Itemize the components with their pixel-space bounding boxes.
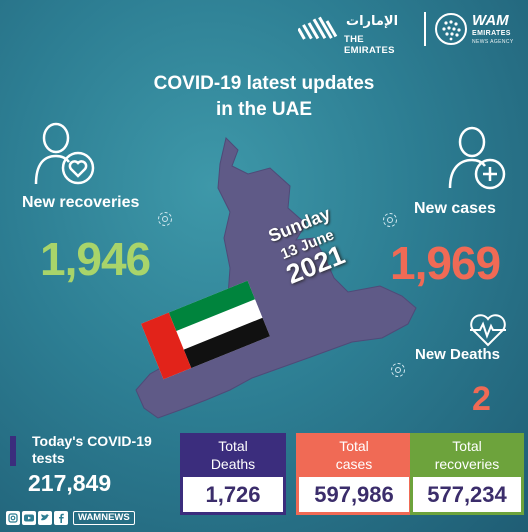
new-deaths-value: 2 (472, 380, 491, 418)
heartbeat-icon (470, 314, 506, 347)
total-cases-value: 597,986 (299, 477, 409, 512)
total-deaths-card: Total Deaths 1,726 (180, 433, 286, 515)
total-recoveries-label-line-2: recoveries (434, 456, 500, 472)
emirates-latin-text: THE EMIRATES (344, 34, 395, 56)
total-deaths-label-line-2: Deaths (210, 456, 256, 472)
person-heart-icon (34, 122, 95, 185)
total-cases-card: Total cases 597,986 (296, 433, 412, 515)
page-title-line-2: in the UAE (215, 99, 313, 120)
the-emirates-logo: الإمارات THE EMIRATES (298, 10, 414, 56)
total-recoveries-value: 577,234 (413, 477, 521, 512)
new-deaths-label: New Deaths (415, 346, 501, 363)
new-recoveries-value: 1,946 (40, 233, 151, 285)
header-divider (424, 12, 426, 46)
social-handle[interactable]: WAMNEWS (73, 511, 135, 525)
wam-subtitle-2: NEWS AGENCY (472, 39, 514, 45)
social-footer: WAMNEWS (6, 511, 135, 525)
tests-label-line-1: Today's COVID-19 (32, 433, 152, 449)
new-cases-label: New cases (414, 200, 496, 217)
emirates-arabic-text: الإمارات (346, 14, 399, 29)
ring-icon (158, 212, 172, 226)
total-recoveries-label-line-1: Total (452, 438, 482, 454)
tests-label: Today's COVID-19 tests (32, 433, 152, 467)
twitter-icon[interactable] (38, 511, 52, 525)
total-deaths-value: 1,726 (183, 477, 283, 512)
youtube-icon[interactable] (22, 511, 36, 525)
person-plus-icon (448, 126, 506, 190)
total-cases-label-line-2: cases (335, 456, 373, 472)
total-deaths-label-line-1: Total (218, 438, 248, 454)
total-recoveries-card: Total recoveries 577,234 (410, 433, 524, 515)
tests-label-line-2: tests (32, 450, 65, 466)
new-cases-value: 1,969 (390, 237, 501, 289)
total-cases-label: Total cases (296, 433, 412, 477)
total-recoveries-label: Total recoveries (410, 433, 524, 477)
emirates-emblem-icon (298, 16, 338, 40)
uae-flag-icon (140, 280, 271, 380)
total-deaths-label: Total Deaths (180, 433, 286, 477)
tests-accent-bar (10, 436, 16, 466)
page-title-line-1: COVID-19 latest updates (153, 73, 375, 94)
wam-globe-icon (435, 13, 467, 45)
facebook-icon[interactable] (54, 511, 68, 525)
instagram-icon[interactable] (6, 511, 20, 525)
wam-name: WAM (472, 12, 509, 29)
total-cases-label-line-1: Total (339, 438, 369, 454)
new-recoveries-label: New recoveries (22, 194, 140, 211)
ring-icon (391, 363, 405, 377)
tests-value: 217,849 (28, 470, 112, 496)
ring-icon (383, 213, 397, 227)
wam-subtitle: EMIRATES (472, 30, 511, 37)
wam-logo: WAM EMIRATES NEWS AGENCY (434, 10, 526, 50)
